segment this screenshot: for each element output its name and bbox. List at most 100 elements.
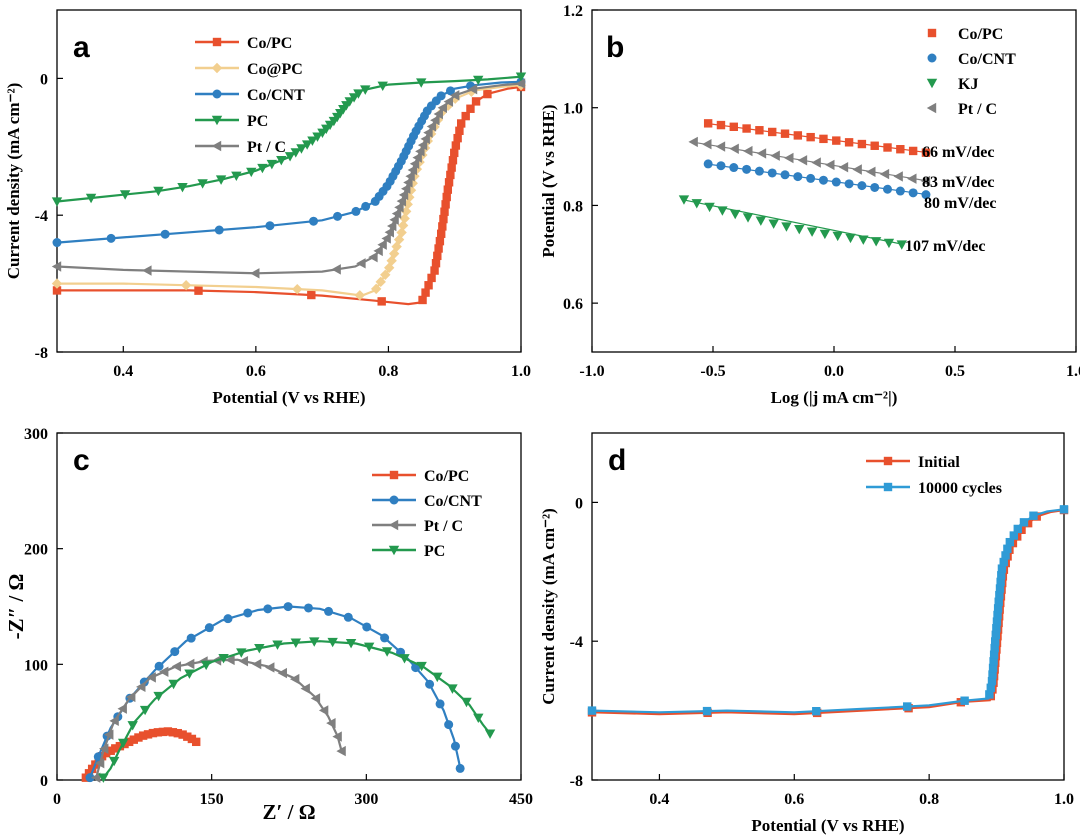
- data-point-co-pc: [168, 728, 178, 737]
- data-point-pc: [98, 773, 109, 783]
- data-point-pc: [461, 697, 472, 708]
- legend-marker-co-pc: [927, 28, 937, 38]
- panel-d-xtick-label: 0.4: [649, 791, 669, 808]
- data-point-pt-c: [838, 162, 849, 173]
- data-point-co-cnt: [106, 233, 116, 243]
- data-point-co-cnt: [186, 633, 196, 643]
- data-point-co-cnt: [303, 603, 313, 613]
- data-point-pt-c: [407, 164, 417, 176]
- data-point-co-pc: [101, 748, 111, 758]
- data-point-co-pc: [438, 222, 447, 231]
- data-point-co-cnt: [343, 612, 353, 622]
- panel-d-ytick-label: -8: [570, 773, 583, 790]
- data-point-pc: [381, 647, 393, 657]
- data-point-pc: [353, 89, 364, 99]
- data-point-co-pc: [192, 737, 201, 747]
- data-point-10000-cycles: [995, 590, 1004, 600]
- data-point-co-cnt: [716, 161, 726, 171]
- panel-b-ytick-label: 0.8: [563, 198, 583, 215]
- legend-label-pt-c: Pt / C: [247, 139, 286, 156]
- data-point-co-cnt: [444, 720, 454, 730]
- data-point-co-pc: [399, 213, 410, 224]
- data-point-pt-c: [318, 705, 329, 716]
- data-point-10000-cycles: [1009, 531, 1019, 540]
- data-point-pt-c: [403, 177, 413, 188]
- data-point-10000-cycles: [960, 696, 969, 705]
- data-point-co-cnt: [324, 606, 334, 616]
- data-point-pc: [345, 638, 357, 649]
- data-point-kj: [883, 238, 895, 249]
- series-pt-c: [688, 136, 931, 187]
- data-point-co-cnt: [818, 175, 828, 185]
- data-point-co-pc: [844, 138, 854, 147]
- data-point-pc: [344, 97, 355, 107]
- data-point-pt-c: [238, 655, 249, 667]
- data-point-pt-c: [373, 245, 383, 257]
- data-point-pt-c: [396, 195, 407, 207]
- legend-marker-kj: [926, 78, 938, 89]
- data-point-pt-c: [331, 264, 341, 275]
- data-point-co-pc: [87, 764, 97, 774]
- data-point-pt-c: [515, 78, 526, 89]
- data-point-co-cnt: [908, 188, 918, 198]
- panel-d-letter: d: [608, 444, 626, 477]
- data-point-pt-c: [251, 658, 262, 670]
- slope-annotation-co-pc: 66 mV/dec: [922, 144, 994, 161]
- data-point-co-cnt: [729, 163, 739, 173]
- panel-b-ytick-label: 0.6: [563, 296, 583, 313]
- series-co-pc: [703, 119, 931, 157]
- data-point-co-pc: [402, 199, 413, 210]
- data-point-pt-c: [368, 251, 378, 263]
- legend-marker-pc: [388, 545, 400, 556]
- legend-label-pt-c: Pt / C: [424, 518, 463, 535]
- data-point-co-pc: [448, 156, 458, 165]
- data-point-kj: [858, 235, 869, 245]
- data-point-pt-c: [104, 729, 114, 740]
- data-point-co-pc: [292, 283, 303, 295]
- data-point-co-pc: [183, 732, 192, 741]
- data-point-pt-c: [391, 208, 402, 219]
- panel-c-letter: c: [73, 444, 90, 477]
- data-point-pc: [515, 72, 527, 82]
- data-point-co-pc: [471, 97, 481, 106]
- data-point-pt-c: [146, 672, 156, 683]
- data-point-pc: [447, 684, 458, 694]
- data-point-pt-c: [250, 268, 260, 279]
- data-point-co-cnt: [445, 86, 455, 96]
- data-point-pt-c: [426, 121, 437, 132]
- data-point-co-cnt: [436, 91, 446, 101]
- slope-annotation-kj: 107 mV/dec: [905, 238, 985, 255]
- panel-c-axes-frame: [56, 432, 522, 781]
- data-point-10000-cycles: [1003, 544, 1012, 553]
- data-point-10000-cycles: [995, 584, 1005, 593]
- panel-a-xtick-label: 0.4: [113, 363, 133, 380]
- panel-d-xlabel: Potential (V vs RHE): [751, 816, 904, 835]
- legend-marker-pt-c: [211, 140, 222, 152]
- data-point-pc: [473, 75, 484, 86]
- legend-label-co-pc: Co/PC: [424, 468, 469, 485]
- legend-marker-co-cnt: [389, 495, 399, 505]
- data-point-10000-cycles: [702, 706, 712, 716]
- data-point-10000-cycles: [987, 676, 997, 686]
- legend-label-co-cnt: Co/CNT: [247, 87, 305, 104]
- panel-c-xtick-label: 300: [354, 791, 378, 808]
- data-point-pc: [119, 190, 131, 200]
- data-point-co-cnt: [309, 216, 319, 226]
- series-10000-cycles: [587, 505, 1069, 716]
- data-point-pt-c: [136, 681, 146, 693]
- data-point-pt-c: [310, 693, 321, 704]
- series-co-cnt: [52, 77, 526, 248]
- legend-marker-co-pc: [212, 37, 222, 47]
- legend-label-kj: KJ: [958, 76, 978, 93]
- data-point-pc: [484, 729, 496, 739]
- data-point-pc: [473, 713, 484, 724]
- panel-a-xtick-label: 0.6: [246, 363, 266, 380]
- series-pt-c: [51, 78, 526, 279]
- data-point-kj: [794, 224, 805, 235]
- slope-annotation-co-cnt: 80 mV/dec: [924, 195, 996, 212]
- data-point-10000-cycles: [1001, 551, 1010, 560]
- data-point-co-pc: [143, 730, 153, 739]
- data-point-co-cnt: [361, 201, 371, 211]
- data-point-pt-c: [99, 743, 109, 754]
